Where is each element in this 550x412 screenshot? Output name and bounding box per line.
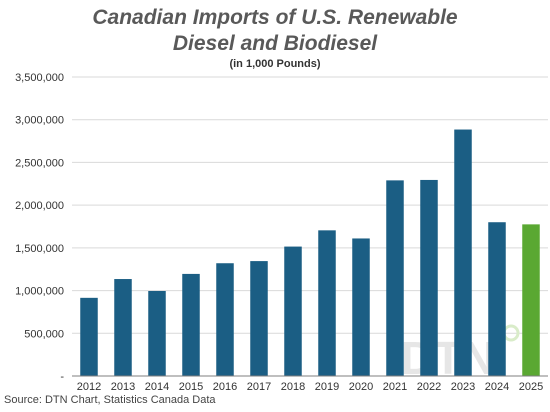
bar-2015 (182, 273, 200, 376)
y-tick-label: 1,000,000 (15, 286, 64, 298)
bar-2014 (148, 290, 166, 376)
x-tick-label: 2019 (315, 381, 339, 393)
bar-2021 (386, 180, 404, 376)
x-tick-label: 2016 (213, 381, 237, 393)
chart-title-line-2: Diesel and Biodiesel (172, 32, 378, 55)
source-note: Source: DTN Chart, Statistics Canada Dat… (4, 394, 216, 406)
bar-2022 (420, 179, 438, 376)
dtn-watermark-logo: DTN (401, 332, 496, 384)
bar-2019 (318, 230, 336, 376)
x-tick-label: 2020 (349, 381, 373, 393)
bar-2018 (284, 246, 302, 376)
y-tick-label: 1,500,000 (15, 243, 64, 255)
bar-2017 (250, 261, 268, 376)
bar-2025 (522, 224, 540, 376)
y-tick-label: 2,000,000 (15, 200, 64, 212)
x-tick-label: 2015 (179, 381, 203, 393)
bar-2023 (454, 129, 472, 376)
y-tick-label: 3,000,000 (15, 115, 64, 127)
x-tick-label: 2025 (519, 381, 543, 393)
x-tick-label: 2012 (77, 381, 101, 393)
y-tick-label: 2,500,000 (15, 157, 64, 169)
y-tick-label: 3,500,000 (15, 72, 64, 84)
x-tick-label: 2021 (383, 381, 407, 393)
bar-2013 (114, 279, 132, 376)
bar-2020 (352, 238, 370, 376)
x-tick-label: 2022 (417, 381, 441, 393)
x-tick-label: 2018 (281, 381, 305, 393)
bar-2024 (488, 222, 506, 376)
y-tick-label: 500,000 (24, 328, 64, 340)
bar-2016 (216, 263, 234, 376)
x-tick-label: 2023 (451, 381, 475, 393)
chart-title-line-1: Canadian Imports of U.S. Renewable (92, 6, 458, 29)
x-tick-label: 2017 (247, 381, 271, 393)
x-tick-label: 2014 (145, 381, 169, 393)
chart-subtitle: (in 1,000 Pounds) (229, 58, 321, 70)
x-tick-label: 2024 (485, 381, 509, 393)
x-tick-label: 2013 (111, 381, 135, 393)
y-tick-label: - (60, 371, 64, 383)
bar-2012 (80, 297, 98, 376)
